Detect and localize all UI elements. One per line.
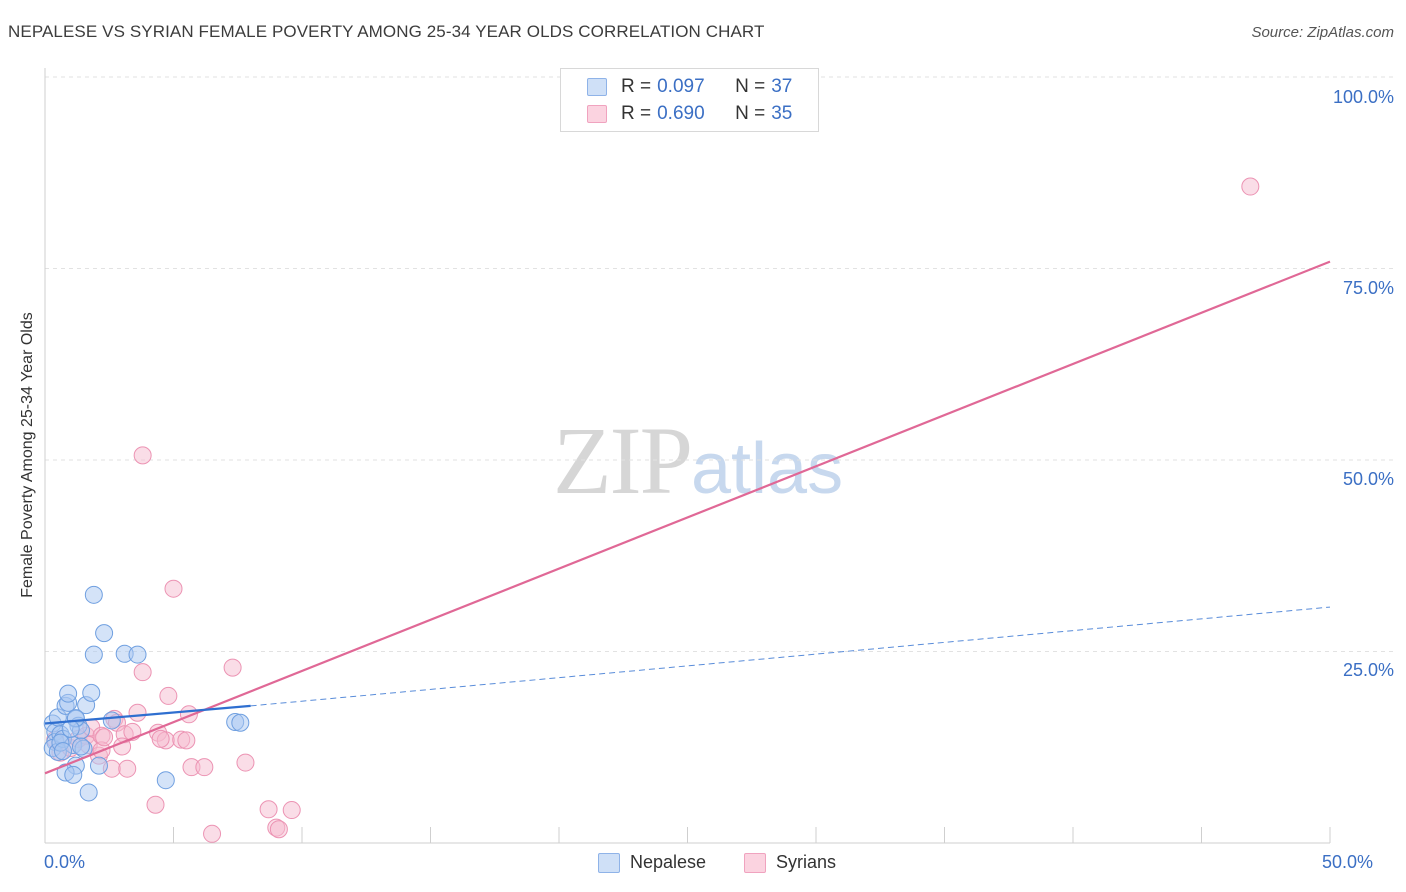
legend-row-syrians: R = 0.690 N = 35 xyxy=(587,102,792,126)
nepalese-point xyxy=(79,783,98,802)
syrians-swatch xyxy=(744,852,766,873)
x-tick-max: 50.0% xyxy=(1322,852,1374,872)
nepalese-point xyxy=(84,585,103,604)
syrians-point xyxy=(133,446,152,465)
legend-label: Syrians xyxy=(776,852,837,872)
nepalese-point xyxy=(89,756,108,775)
legend-item-nepalese[interactable]: Nepalese xyxy=(598,852,706,873)
nepalese-point xyxy=(84,645,103,664)
syrians-point xyxy=(128,703,147,722)
r-label: R = xyxy=(621,76,652,97)
nepalese-point xyxy=(59,684,78,703)
syrians-point xyxy=(259,800,278,819)
syrians-point xyxy=(159,686,178,705)
source-label: Source: ZipAtlas.com xyxy=(1251,24,1394,41)
nepalese-trendline xyxy=(44,704,251,725)
nepalese-point xyxy=(102,711,121,730)
syrians-point xyxy=(146,795,165,814)
syrians-point xyxy=(118,759,137,778)
syrians-point xyxy=(95,728,114,747)
nepalese-point xyxy=(64,765,83,784)
nepalese-point xyxy=(82,683,101,702)
legend-stats: R = 0.097 N = 37 R = 0.690 N = 35 xyxy=(560,68,819,132)
r-value: 0.690 xyxy=(657,103,705,124)
syrians-point xyxy=(236,753,255,772)
nepalese-point xyxy=(61,719,80,738)
nepalese-point xyxy=(71,737,90,756)
watermark-atlas: atlas xyxy=(691,429,844,509)
syrians-point xyxy=(164,579,183,598)
n-label: N = xyxy=(735,103,766,124)
n-value: 35 xyxy=(771,103,793,124)
syrians-point xyxy=(151,729,170,748)
x-tick-min: 0.0% xyxy=(44,852,86,872)
nepalese-swatch xyxy=(598,852,620,873)
syrians-point xyxy=(133,663,152,682)
syrians-point xyxy=(195,758,214,777)
nepalese-point xyxy=(156,771,175,790)
legend-label: Nepalese xyxy=(630,852,707,872)
r-value: 0.097 xyxy=(657,76,705,97)
r-label: R = xyxy=(621,103,652,124)
nepalese-point xyxy=(95,624,114,643)
n-label: N = xyxy=(735,76,766,97)
syrians-point xyxy=(177,731,196,750)
syrians-point xyxy=(269,820,288,839)
syrians-point xyxy=(1241,177,1260,196)
y-tick-25: 25.0% xyxy=(1342,660,1394,680)
syrians-point xyxy=(223,658,242,677)
syrians-point xyxy=(282,801,301,820)
syrians-trendline xyxy=(44,260,1331,775)
chart-title: NEPALESE VS SYRIAN FEMALE POVERTY AMONG … xyxy=(8,22,765,41)
nepalese-point xyxy=(231,713,250,732)
legend-row-nepalese: R = 0.097 N = 37 xyxy=(587,75,792,99)
y-tick-50: 50.0% xyxy=(1342,469,1394,489)
nepalese-swatch xyxy=(587,78,607,96)
syrians-swatch xyxy=(587,105,607,123)
y-tick-75: 75.0% xyxy=(1342,278,1394,298)
legend-item-syrians[interactable]: Syrians xyxy=(744,852,836,873)
n-value: 37 xyxy=(771,76,793,97)
nepalese-point xyxy=(128,645,147,664)
nepalese-point xyxy=(53,742,72,761)
nepalese-trendline-extension xyxy=(250,606,1331,707)
legend-series: Nepalese Syrians xyxy=(0,852,1406,878)
syrians-point xyxy=(203,824,222,843)
y-tick-100: 100.0% xyxy=(1332,87,1394,107)
